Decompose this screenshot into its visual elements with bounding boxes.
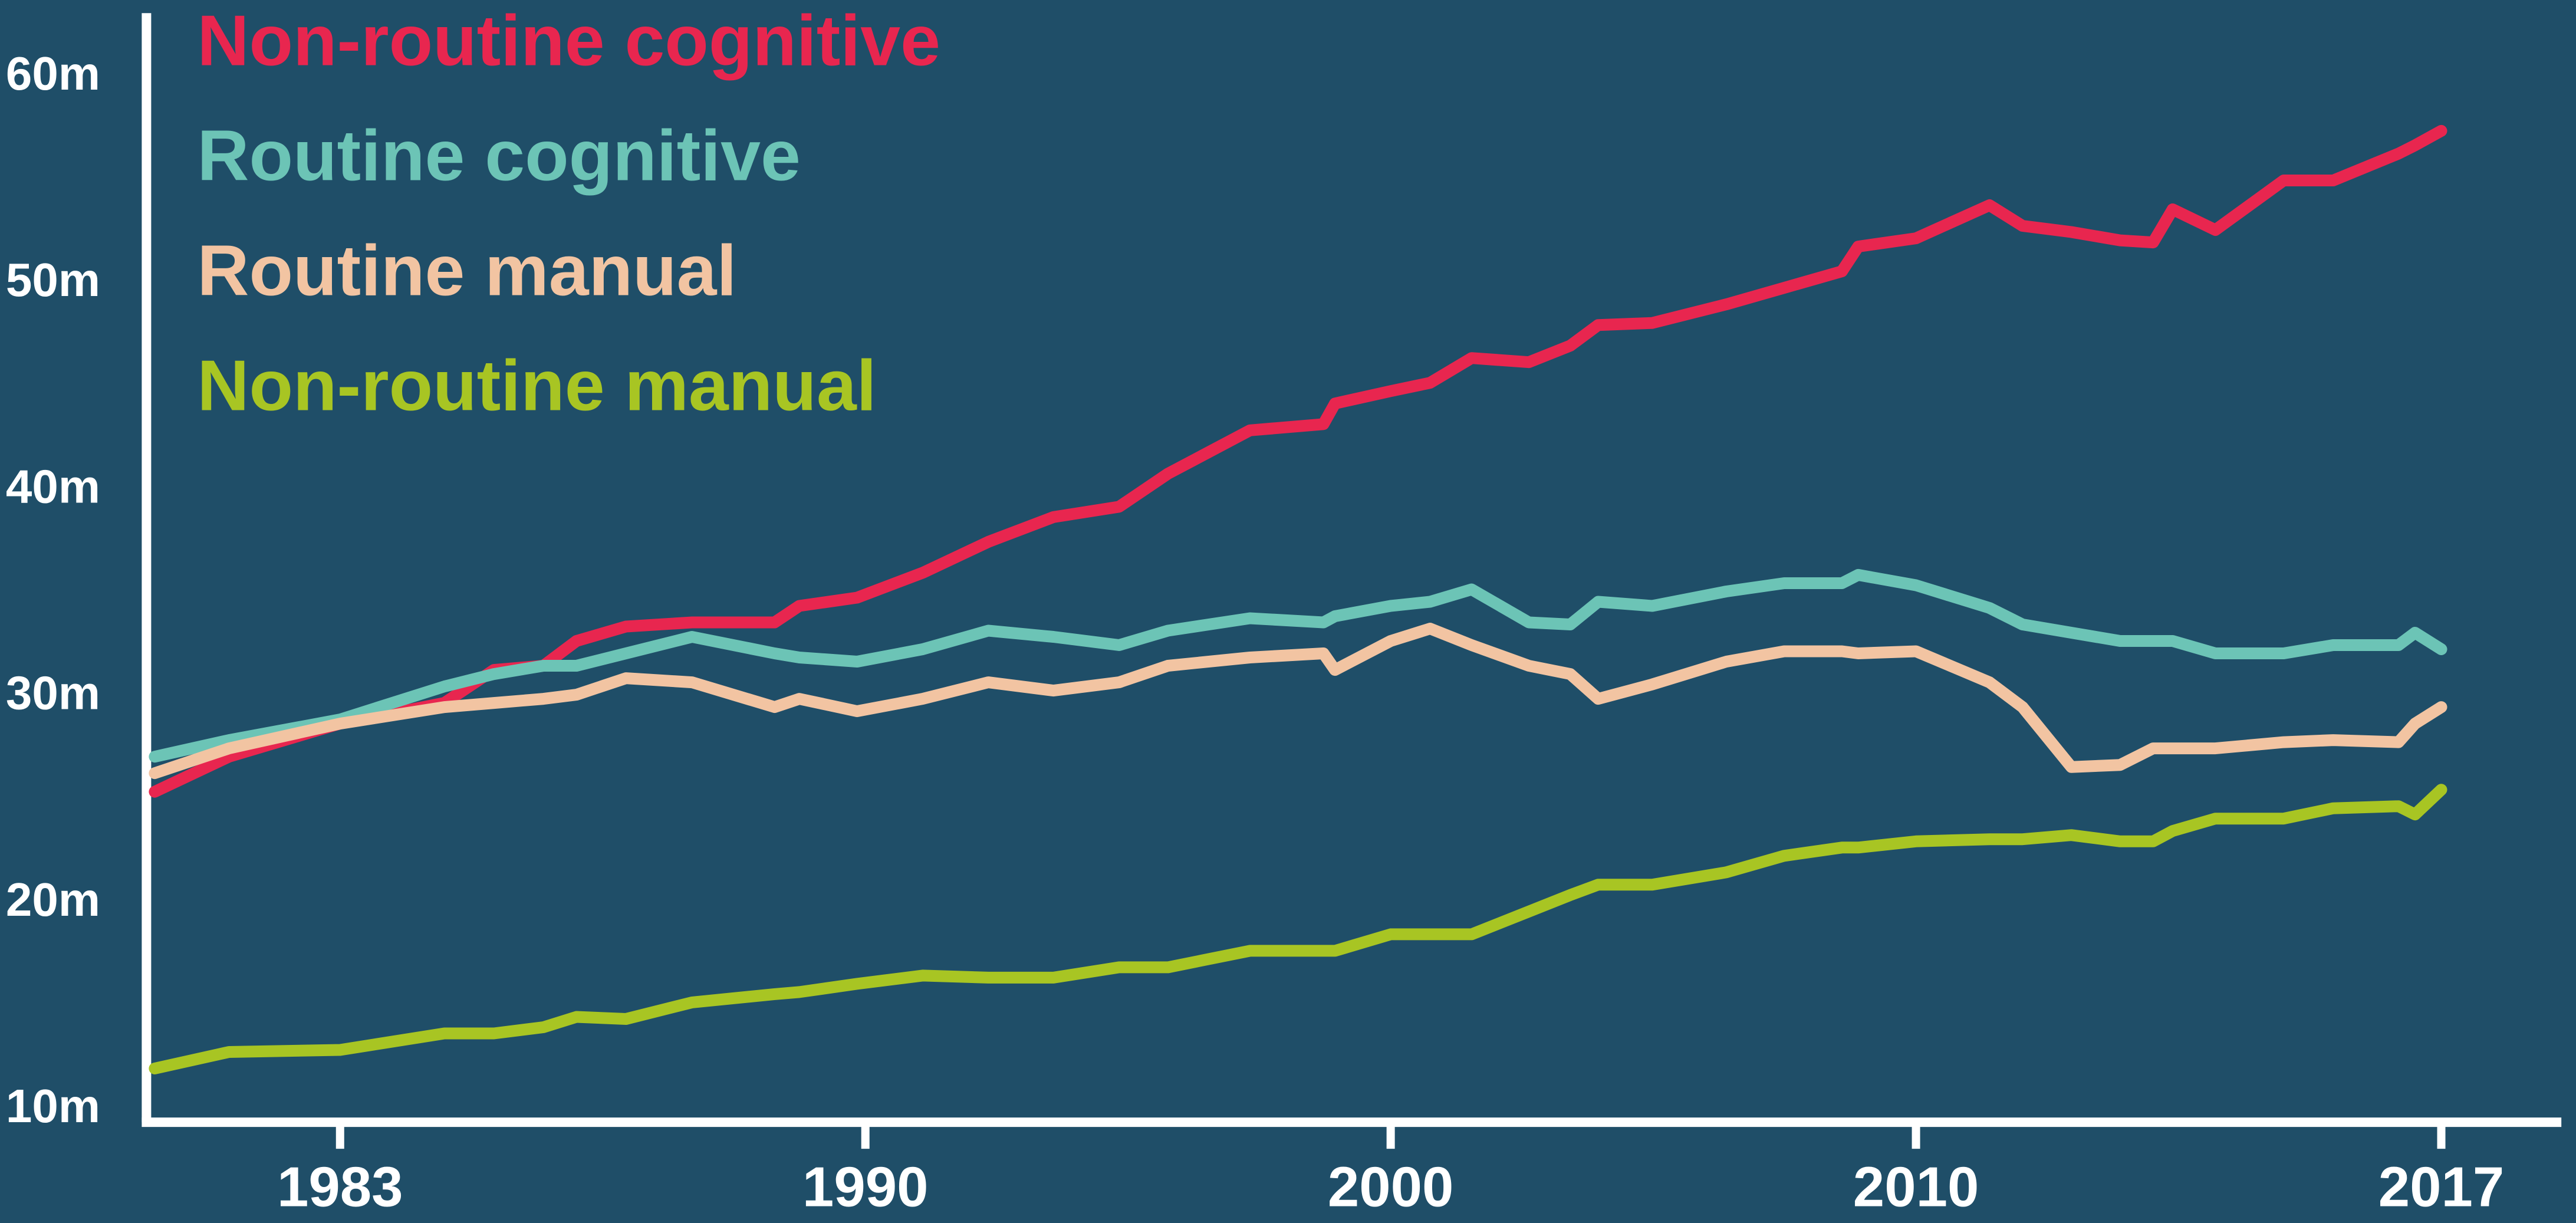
x-tick-label: 2017: [2378, 1155, 2505, 1218]
x-tick-label: 1983: [277, 1155, 403, 1218]
series-line: [149, 784, 2447, 1074]
series-line: [149, 623, 2447, 780]
x-tick-label: 2000: [1328, 1155, 1454, 1218]
legend-entry: Non-routine manual: [197, 345, 876, 425]
y-tick-label: 60m: [6, 47, 100, 100]
series-line: [149, 568, 2447, 763]
y-tick-label: 20m: [6, 873, 100, 926]
y-tick-label: 10m: [6, 1080, 100, 1132]
x-tick-label: 2010: [1853, 1155, 1979, 1218]
legend-entry: Non-routine cognitive: [197, 0, 940, 80]
legend-entry: Routine manual: [197, 230, 736, 310]
y-tick-label: 30m: [6, 667, 100, 719]
y-tick-label: 50m: [6, 254, 100, 306]
x-tick-label: 1990: [802, 1155, 929, 1218]
legend-entry: Routine cognitive: [197, 115, 800, 195]
y-tick-label: 40m: [6, 460, 100, 512]
series-line: [149, 124, 2447, 798]
